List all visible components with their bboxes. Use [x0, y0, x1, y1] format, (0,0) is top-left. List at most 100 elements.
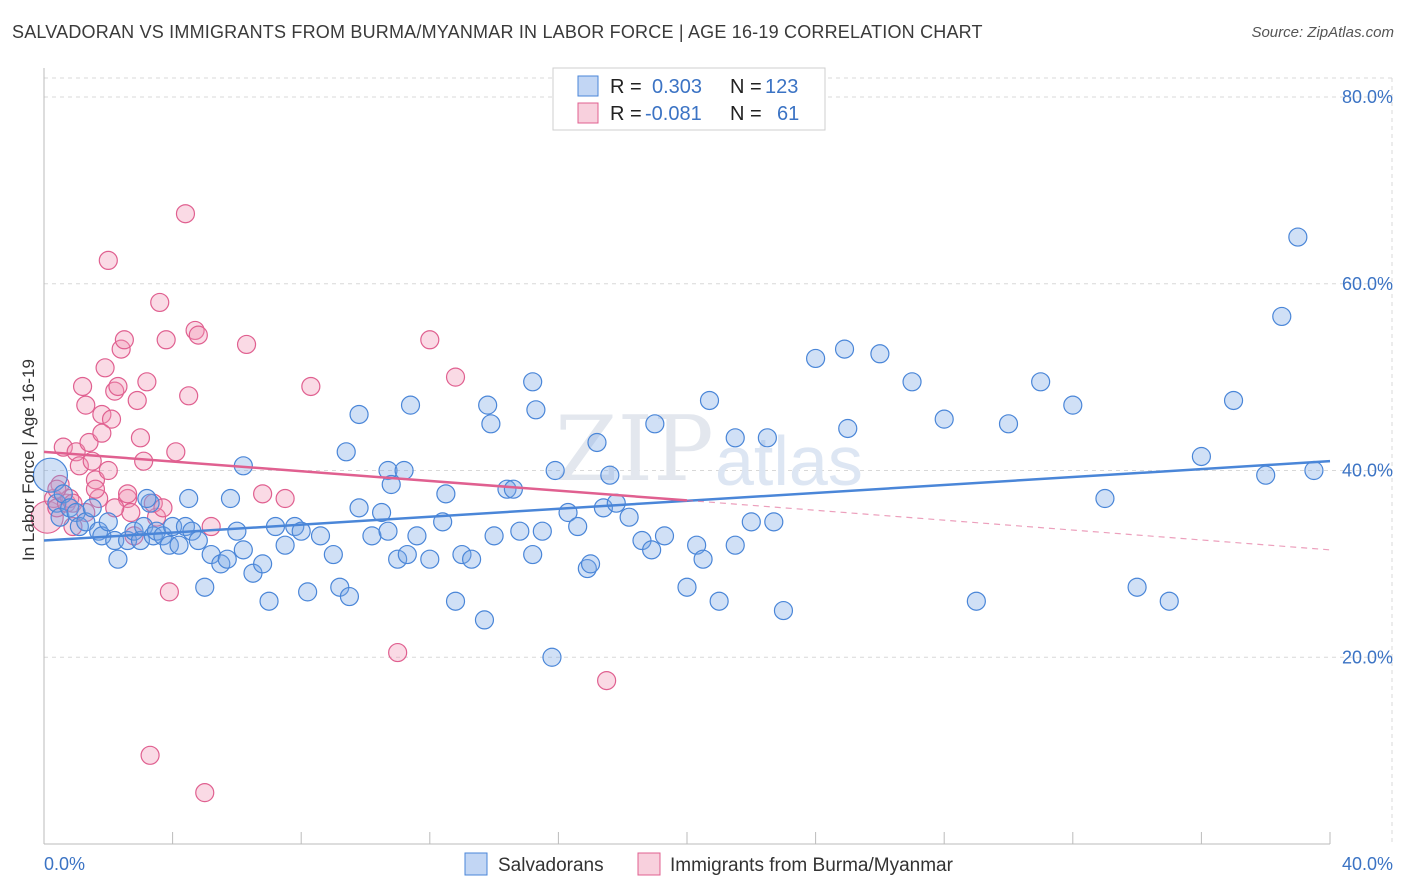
burma-point [188, 325, 208, 345]
salvadoran-point [397, 544, 417, 565]
salvadoran-point [349, 404, 369, 425]
burma-point [166, 442, 186, 462]
watermark-atlas: atlas [715, 422, 863, 500]
salvadoran-point [195, 577, 215, 597]
salvadoran-point [381, 474, 401, 495]
salvadoran-point [642, 540, 662, 560]
salvadoran-point [407, 526, 427, 546]
salvadoran-point [645, 414, 665, 434]
y-tick-label: 60.0% [1342, 274, 1393, 294]
burma-point [201, 516, 221, 537]
salvadoran-point [1256, 465, 1276, 485]
burma-point [127, 390, 147, 411]
salvadoran-point [400, 395, 421, 415]
burma-point [95, 358, 115, 378]
salvadoran-point [378, 521, 398, 541]
burma-point [156, 330, 176, 350]
salvadoran-point [934, 409, 954, 429]
salvadoran-point [323, 544, 343, 565]
burma-point [53, 437, 73, 457]
salvadoran-point [98, 512, 118, 532]
salvadoran-point [436, 484, 456, 504]
salvadoran-point [298, 582, 318, 602]
salvadoran-point [600, 465, 620, 485]
bottom-legend-swatch-blue [464, 852, 488, 876]
burma-point [101, 409, 122, 429]
y-tick-label: 20.0% [1342, 647, 1393, 667]
burma-point [121, 502, 141, 523]
salvadoran-point [1304, 460, 1324, 481]
salvadoran-point [709, 591, 729, 611]
x-tick-label: 0.0% [44, 854, 85, 874]
salvadoran-point [259, 591, 279, 611]
burma-point [98, 250, 118, 271]
y-tick-label: 40.0% [1342, 461, 1393, 481]
burma-point [114, 330, 134, 350]
salvadoran-point [220, 488, 241, 509]
salvadoran-point [169, 535, 189, 555]
legend-n-value-1: 123 [765, 76, 798, 98]
salvadoran-point [593, 498, 614, 518]
salvadoran-point [371, 502, 392, 523]
salvadoran-point [542, 647, 562, 667]
burma-point [388, 642, 408, 663]
burma-point [179, 386, 199, 406]
y-tick-label: 80.0% [1342, 87, 1393, 107]
burma-point [195, 783, 215, 803]
legend-n-label-2: N = [730, 103, 762, 125]
bottom-legend-label-burma: Immigrants from Burma/Myanmar [670, 855, 954, 876]
salvadoran-point [838, 418, 858, 439]
salvadoran-point [76, 512, 96, 532]
watermark: ZIP atlas [555, 397, 863, 502]
salvadoran-point [687, 535, 707, 555]
salvadoran-point [532, 521, 552, 541]
salvadoran-point [654, 526, 675, 546]
burma-point [175, 204, 196, 224]
axes [43, 68, 1331, 845]
salvadoran-point [834, 339, 855, 359]
burma-trend-line [43, 450, 688, 502]
salvadoran-point [523, 544, 543, 565]
salvadoran-point [1288, 227, 1308, 247]
burma-point [108, 376, 128, 397]
salvadoran-point [568, 516, 588, 537]
salvadoran-point [902, 372, 922, 392]
legend-n-value-2: 61 [777, 103, 799, 125]
burma-point [79, 432, 99, 453]
salvadoran-point [580, 554, 601, 574]
burma-point [85, 479, 106, 499]
legend-r-label-2: R = [610, 103, 642, 125]
burma-point [275, 488, 295, 509]
burma-point [72, 376, 93, 397]
salvadoran-point [217, 549, 237, 569]
legend-r-label-1: R = [610, 76, 642, 98]
salvadoran-point [1063, 395, 1083, 415]
salvadoran-point [1223, 390, 1244, 411]
salvadoran-point [420, 549, 440, 569]
salvadoran-point [587, 432, 607, 453]
salvadoran-point [1191, 446, 1212, 467]
salvadoran-point [1127, 577, 1147, 597]
burma-point [134, 451, 154, 471]
salvadoran-point [526, 400, 546, 420]
burma-point [92, 404, 112, 425]
salvadoran-point [349, 498, 369, 518]
salvadoran-point [693, 549, 713, 569]
salvadoran-point [188, 530, 208, 551]
salvadoran-point [484, 526, 504, 546]
y-axis-title: In Labor Force | Age 16-19 [19, 359, 38, 561]
burma-point [445, 367, 466, 387]
bottom-legend-swatch-pink [637, 852, 661, 876]
burma-point [117, 484, 138, 504]
salvadoran-point [339, 586, 360, 607]
salvadoran-point [619, 507, 639, 527]
salvadoran-point [773, 600, 794, 621]
salvadoran-point [452, 544, 472, 565]
legend-n-label-1: N = [730, 76, 762, 98]
burma-point [105, 498, 125, 518]
salvadoran-point [362, 526, 382, 546]
salvadoran-point [233, 540, 253, 560]
salvadoran-point [966, 591, 986, 611]
salvadoran-point [1095, 488, 1115, 509]
salvadoran-point [1159, 591, 1179, 611]
